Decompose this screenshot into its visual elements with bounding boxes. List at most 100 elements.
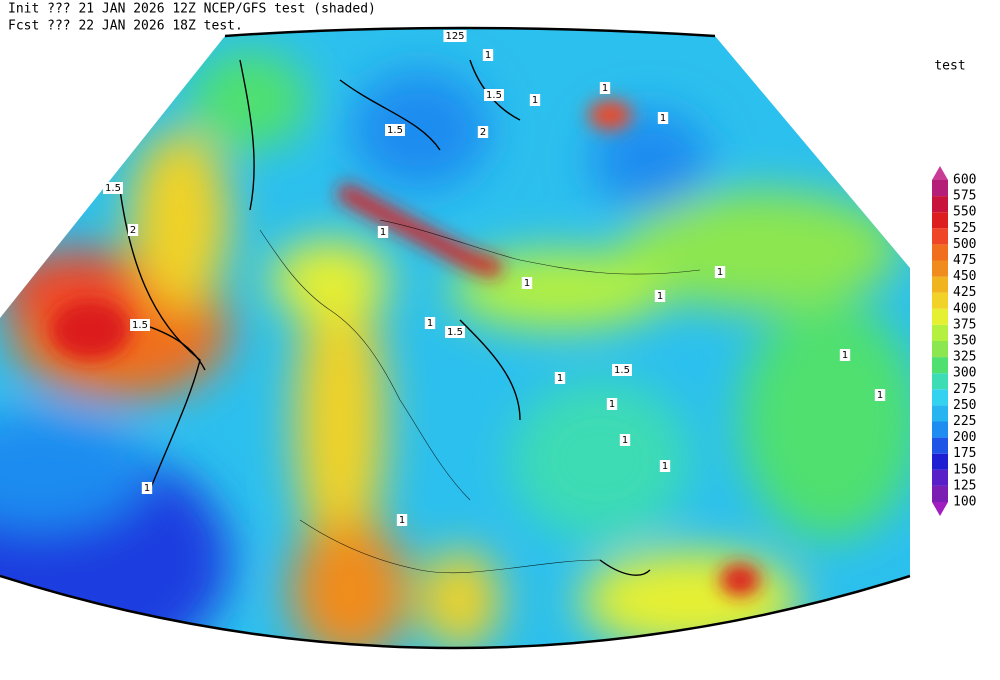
- colorbar-box: [932, 373, 948, 390]
- contour-label-box: [521, 277, 533, 289]
- contour-label-box: [452, 662, 478, 674]
- contour-label: 1: [877, 390, 883, 401]
- contour-label: 125: [445, 31, 464, 42]
- contour-label-box: [554, 372, 566, 384]
- contour-label: 1: [622, 435, 628, 446]
- colorbar-label: 600: [953, 173, 976, 188]
- colorbar-label: 575: [953, 189, 976, 204]
- contour-label: 1.5: [387, 125, 403, 136]
- colorbar-box: [932, 276, 948, 293]
- contour-label: 1.5: [132, 320, 148, 331]
- contour-label-box: [443, 30, 467, 42]
- colorbar-box: [932, 324, 948, 341]
- contour-label-box: [484, 89, 504, 101]
- field: 125 1 1.5 1 2 1.5 1 1 1.5 2 1 1.5 1 1 1 1 1.5 1 1 1 1 1.5 1 1 1 1…: [0, 28, 910, 674]
- contour-label: 2: [130, 225, 136, 236]
- contour-label-box: [385, 124, 405, 136]
- colorbar-label: 200: [953, 430, 976, 445]
- contour-label-box: [654, 290, 666, 302]
- contour-label-box: [396, 514, 408, 526]
- colorbar-box: [932, 196, 948, 213]
- colorbar-box: [932, 244, 948, 261]
- colorbar-box: [932, 453, 948, 470]
- colorbar-label: 125: [953, 478, 976, 493]
- contour-label-box: [482, 49, 494, 61]
- colorbar-box: [932, 421, 948, 438]
- contour-label: 1: [380, 227, 386, 238]
- contour-label: 1: [602, 83, 608, 94]
- contour-label-box: [103, 182, 123, 194]
- contour-label: 1: [609, 399, 615, 410]
- contour-label: 1: [842, 350, 848, 361]
- colorbar-label: 175: [953, 446, 976, 461]
- contour-label: 3.53: [454, 663, 476, 674]
- colorbar-label: 425: [953, 285, 976, 300]
- contour-label: 1: [144, 483, 150, 494]
- contour-label: 1: [657, 291, 663, 302]
- contour-label: 1.5: [105, 183, 121, 194]
- contour-label-box: [657, 112, 669, 124]
- contour-label: 1: [399, 515, 405, 526]
- coastlines: [259, 219, 701, 574]
- contour-label: 1: [532, 95, 538, 106]
- header-fcst: Fcst ??? 22 JAN 2026 18Z test.: [8, 19, 243, 34]
- contour-label-box: [874, 389, 886, 401]
- colorbar-label: 300: [953, 366, 976, 381]
- contour-label-box: [612, 364, 632, 376]
- colorbar-label: 225: [953, 414, 976, 429]
- contour-label: 1: [660, 113, 666, 124]
- contour-label: 1.5: [486, 90, 502, 101]
- contour-label-box: [141, 482, 153, 494]
- colorbar-label: 400: [953, 301, 976, 316]
- contour-label: 2: [480, 127, 486, 138]
- contour-label: 1.5: [447, 327, 463, 338]
- colorbar-box: [932, 212, 948, 229]
- colorbar-box: [932, 389, 948, 406]
- contour-label-box: [619, 434, 631, 446]
- colorbar-label: 500: [953, 237, 976, 252]
- colorbar-label: 150: [953, 462, 976, 477]
- colorbar-box: [932, 260, 948, 277]
- colorbar-label: 250: [953, 398, 976, 413]
- colorbar-box: [932, 180, 948, 197]
- colorbar-label: 525: [953, 221, 976, 236]
- contour-label: 1.5: [614, 365, 630, 376]
- colorbar-box: [932, 357, 948, 374]
- contour-label-box: [599, 82, 611, 94]
- colorbar-box: [932, 292, 948, 309]
- colorbar-label: 350: [953, 334, 976, 349]
- colorbar-label: 100: [953, 495, 976, 510]
- colorbar-triangle: [932, 166, 948, 180]
- colorbar-box: [932, 308, 948, 325]
- contour-label: 1: [717, 267, 723, 278]
- contour-label-box: [714, 266, 726, 278]
- contour-label-box: [445, 326, 465, 338]
- colorbar-label: 450: [953, 269, 976, 284]
- contour-label: 1: [427, 318, 433, 329]
- colorbar-box: [932, 469, 948, 486]
- contour-label-box: [424, 317, 436, 329]
- map-border: [0, 26, 911, 650]
- colorbar-triangle: [932, 502, 948, 516]
- contour-label: 1: [557, 373, 563, 384]
- contour-label-box: [606, 398, 618, 410]
- contour-label-box: [127, 224, 139, 236]
- contour-label-box: [659, 460, 671, 472]
- colorbar-box: [932, 437, 948, 454]
- contour-label-box: [529, 94, 541, 106]
- colorbar-label: 375: [953, 317, 976, 332]
- colorbar-label: 275: [953, 382, 976, 397]
- colorbar-title: test: [934, 59, 965, 74]
- contour-label-box: [377, 226, 389, 238]
- contour-label-box: [839, 349, 851, 361]
- colorbar-label: 325: [953, 350, 976, 365]
- contour-label: 1: [485, 50, 491, 61]
- colorbar-box: [932, 341, 948, 358]
- colorbar-label: 550: [953, 205, 976, 220]
- contour-label-box: [130, 319, 150, 331]
- contour-label-box: [477, 126, 489, 138]
- colorbar-label: 475: [953, 253, 976, 268]
- colorbar-box: [932, 485, 948, 502]
- colorbar-box: [932, 405, 948, 422]
